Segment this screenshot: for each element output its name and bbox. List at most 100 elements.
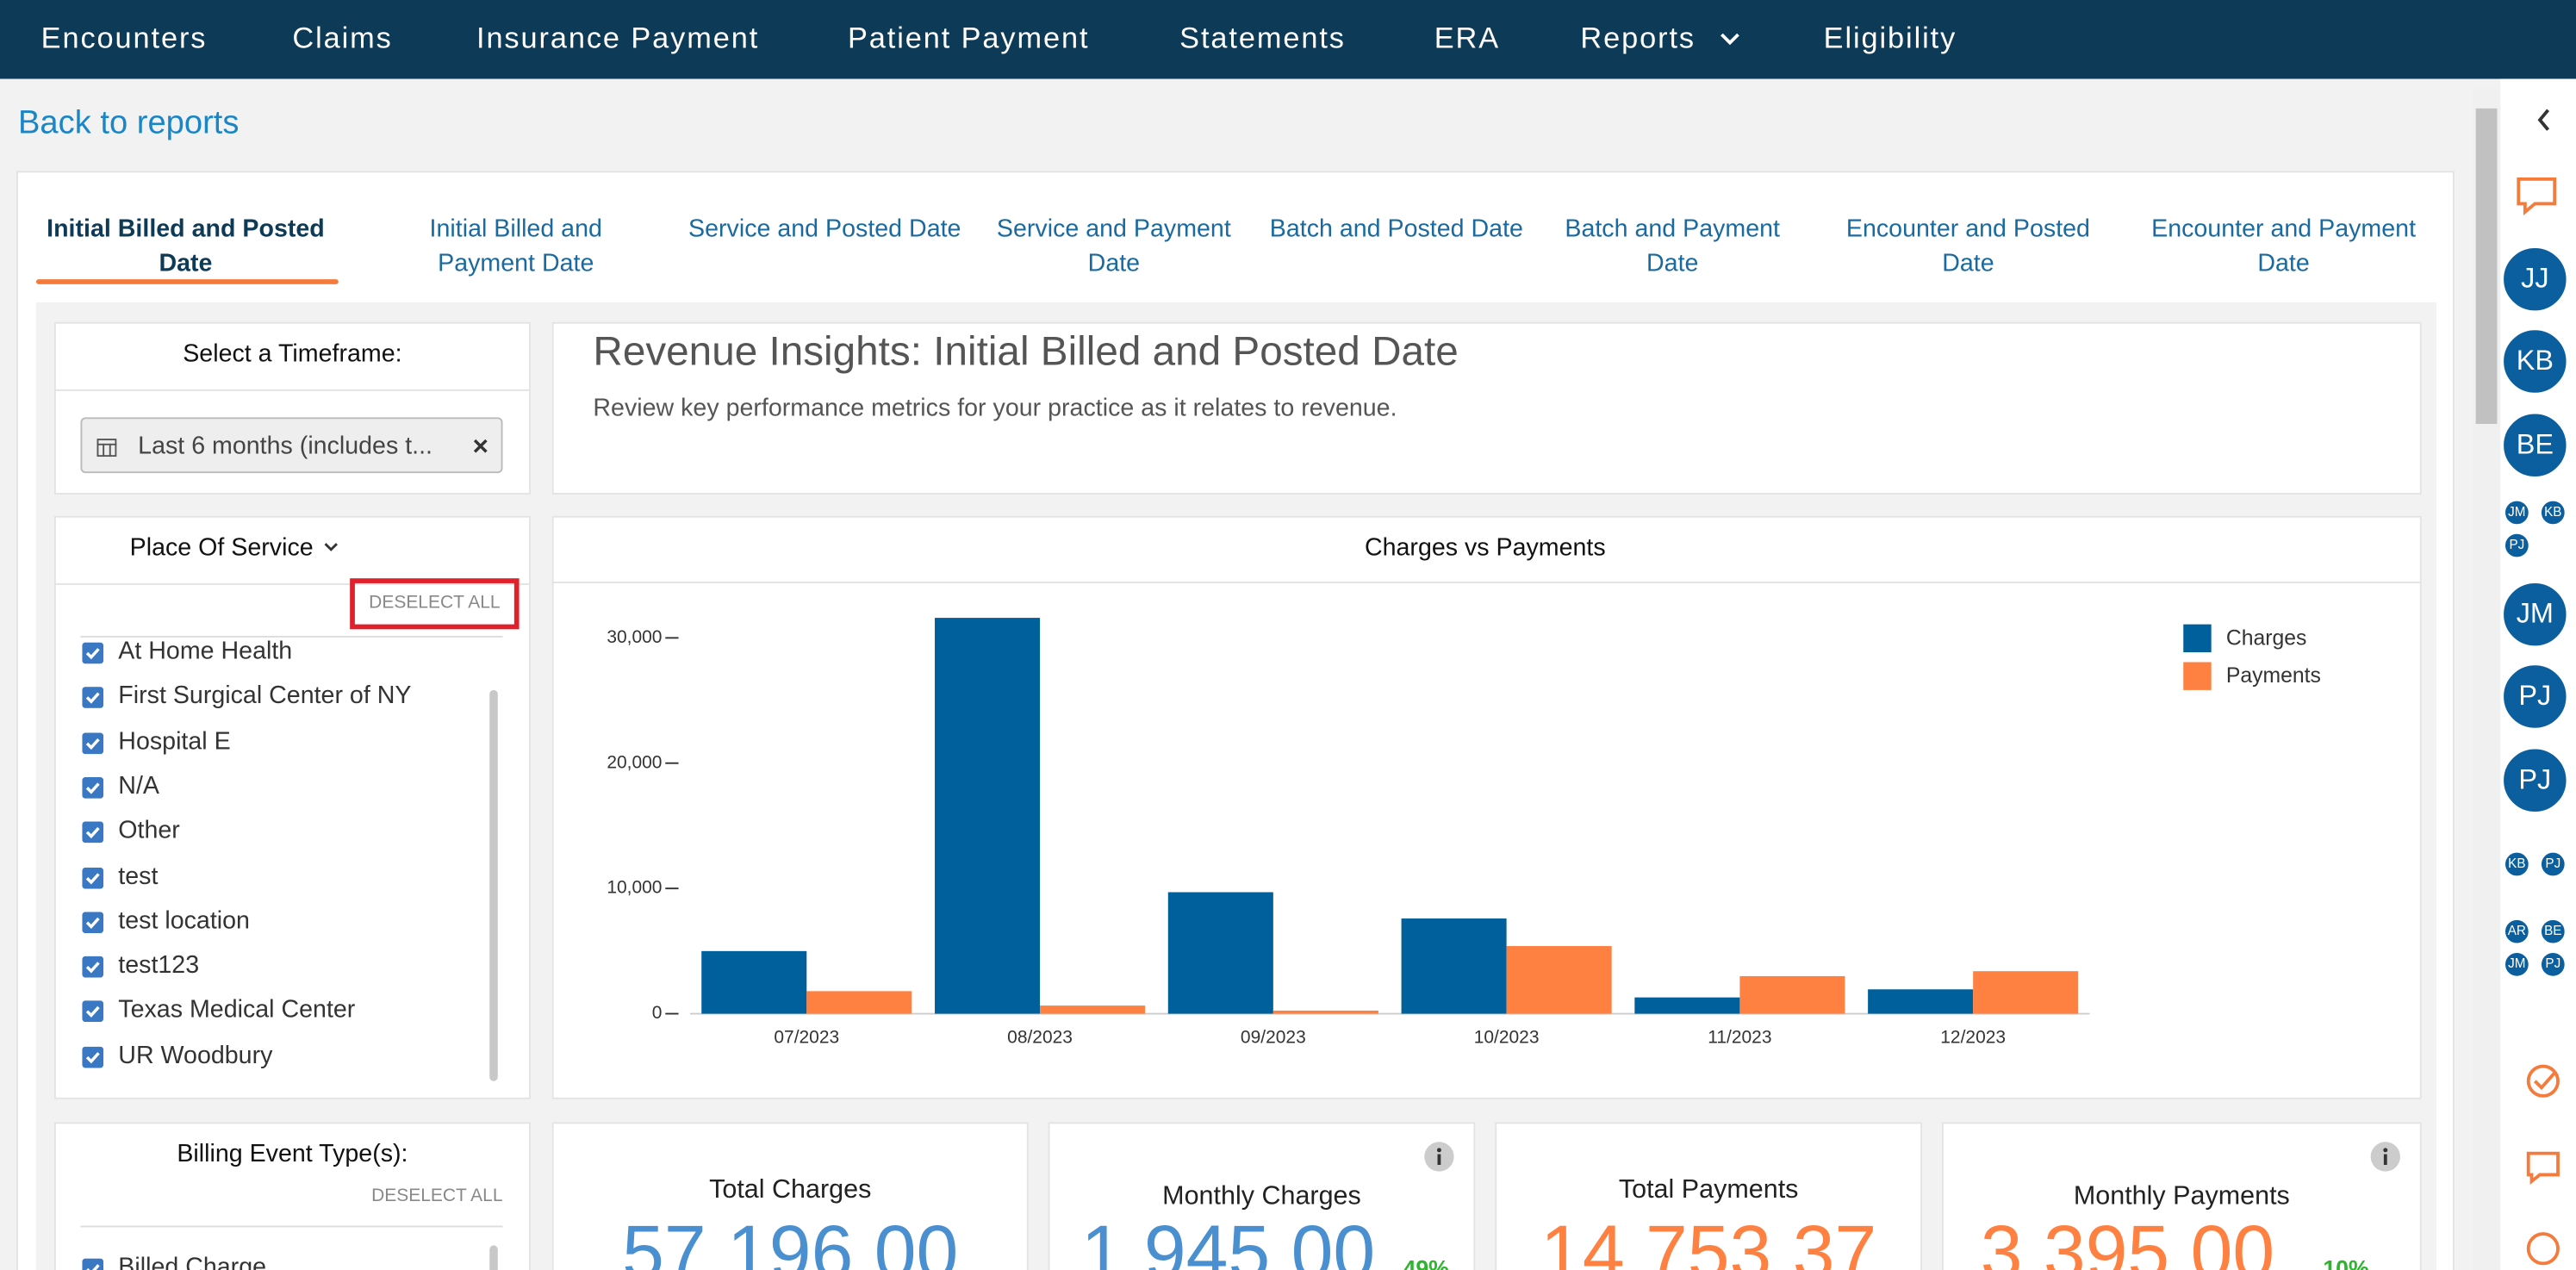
info-icon[interactable] (1422, 1140, 1455, 1173)
deselect-all[interactable]: DESELECT ALL (369, 593, 501, 613)
legend-label: Payments (2226, 664, 2321, 688)
checkmark (85, 693, 100, 705)
checkbox[interactable] (82, 911, 104, 933)
option-label[interactable]: test (118, 862, 159, 890)
avatar[interactable]: PJ (2504, 532, 2530, 559)
scrollbar (489, 689, 498, 1081)
avatar[interactable]: KB (2504, 850, 2530, 878)
nav-item[interactable]: Statements (1179, 21, 1346, 54)
checkbox[interactable] (82, 1001, 104, 1023)
option-label[interactable]: test location (118, 906, 250, 935)
nav-item[interactable]: Claims (292, 21, 393, 54)
deselect-all[interactable]: DESELECT ALL (371, 1186, 503, 1206)
bar (1040, 1005, 1146, 1014)
avatar[interactable]: PJ (2540, 850, 2567, 878)
help-icon[interactable] (2526, 1232, 2560, 1266)
avatar[interactable]: KB (2502, 328, 2568, 395)
collapse-icon[interactable] (2537, 109, 2550, 131)
bar (1506, 946, 1612, 1014)
nav-item[interactable]: Patient Payment (847, 21, 1090, 54)
nav-item[interactable]: Insurance Payment (476, 21, 760, 54)
checkbox-box (82, 731, 104, 754)
option-label[interactable]: At Home Health (118, 637, 293, 666)
chevron (324, 543, 338, 551)
info-icon[interactable] (2369, 1140, 2402, 1173)
bar (1868, 989, 1974, 1014)
tab[interactable]: Encounter and Posted Date (1845, 215, 2090, 278)
option-label[interactable]: Texas Medical Center (118, 996, 356, 1024)
checkbox[interactable] (82, 821, 104, 844)
metric-label: Total Charges (709, 1176, 872, 1205)
checkbox[interactable] (82, 776, 104, 799)
x-tick-label: 11/2023 (1708, 1028, 1771, 1048)
checkbox[interactable] (82, 866, 104, 888)
scroll-thumb[interactable] (2475, 108, 2498, 424)
checkbox-box (82, 1258, 104, 1270)
checkbox[interactable] (82, 731, 104, 754)
timeframe-select[interactable]: Last 6 months (includes t... (80, 417, 503, 474)
checkmark (85, 648, 100, 660)
checkbox-box (82, 866, 104, 888)
top-nav (0, 0, 2576, 79)
checkmark (85, 738, 100, 750)
tab[interactable]: Batch and Payment Date (1565, 215, 1781, 278)
chat-icon[interactable] (2517, 177, 2557, 216)
avatar[interactable]: JJ (2502, 246, 2568, 313)
sidebar-icons (2517, 109, 2560, 1266)
avatar[interactable]: KB (2540, 499, 2567, 526)
message-icon[interactable] (2526, 1151, 2560, 1186)
avatar[interactable]: PJ (2502, 663, 2568, 730)
checkmark (85, 782, 100, 794)
tab[interactable]: Initial Billed and Posted Date (47, 215, 325, 278)
tasks-icon[interactable] (2526, 1064, 2560, 1098)
bar (1739, 975, 1845, 1014)
timeframe-title: Select a Timeframe: (183, 339, 402, 369)
checkbox[interactable] (82, 1258, 104, 1270)
metric-card (1941, 1122, 2422, 1270)
avatar[interactable]: BE (2540, 918, 2567, 945)
checkmark (85, 872, 100, 884)
tab[interactable]: Service and Payment Date (996, 215, 1231, 278)
option-label[interactable]: N/A (118, 772, 159, 800)
avatar[interactable]: BE (2502, 412, 2568, 478)
checkbox[interactable] (82, 642, 104, 664)
legend-swatch (2183, 624, 2212, 653)
avatar[interactable]: JM (2504, 951, 2530, 978)
tab[interactable]: Batch and Posted Date (1269, 215, 1523, 244)
avatar[interactable]: AR (2504, 918, 2530, 945)
y-tick-label: 0 (652, 1003, 663, 1023)
nav-item[interactable]: Eligibility (1823, 21, 1957, 54)
legend-swatch (2183, 662, 2212, 690)
place-of-service-title[interactable]: Place Of Service (129, 533, 314, 563)
option-label[interactable]: UR Woodbury (118, 1041, 273, 1069)
tab[interactable]: Service and Posted Date (688, 215, 961, 244)
tab[interactable]: Encounter and Payment Date (2151, 215, 2417, 278)
tab[interactable]: Initial Billed and Payment Date (429, 215, 602, 278)
bar (1973, 971, 2079, 1014)
bar (935, 618, 1041, 1014)
nav-item[interactable]: Reports (1580, 21, 1696, 54)
avatar[interactable]: JM (2502, 582, 2568, 648)
avatar[interactable]: JM (2504, 499, 2530, 526)
bar (806, 991, 912, 1014)
active-tab-underline (35, 279, 339, 284)
option-label[interactable]: Hospital E (118, 726, 231, 756)
option-label[interactable]: Billed Charge (118, 1253, 267, 1270)
checkmark (85, 827, 100, 839)
checkbox[interactable] (82, 1046, 104, 1068)
avatar[interactable]: PJ (2502, 747, 2568, 813)
nav-item[interactable]: ERA (1434, 21, 1501, 54)
clear-icon[interactable] (473, 439, 488, 453)
option-label[interactable]: test123 (118, 951, 200, 980)
nav-item[interactable]: Encounters (40, 21, 208, 54)
avatar[interactable]: PJ (2540, 951, 2567, 978)
checkbox[interactable] (82, 956, 104, 978)
bar (701, 950, 807, 1014)
option-label[interactable]: Other (118, 817, 180, 845)
checkbox-box (82, 687, 104, 709)
option-label[interactable]: First Surgical Center of NY (118, 682, 412, 711)
checkbox[interactable] (82, 687, 104, 709)
back-link[interactable]: Back to reports (17, 105, 240, 141)
legend-label: Charges (2226, 626, 2307, 650)
